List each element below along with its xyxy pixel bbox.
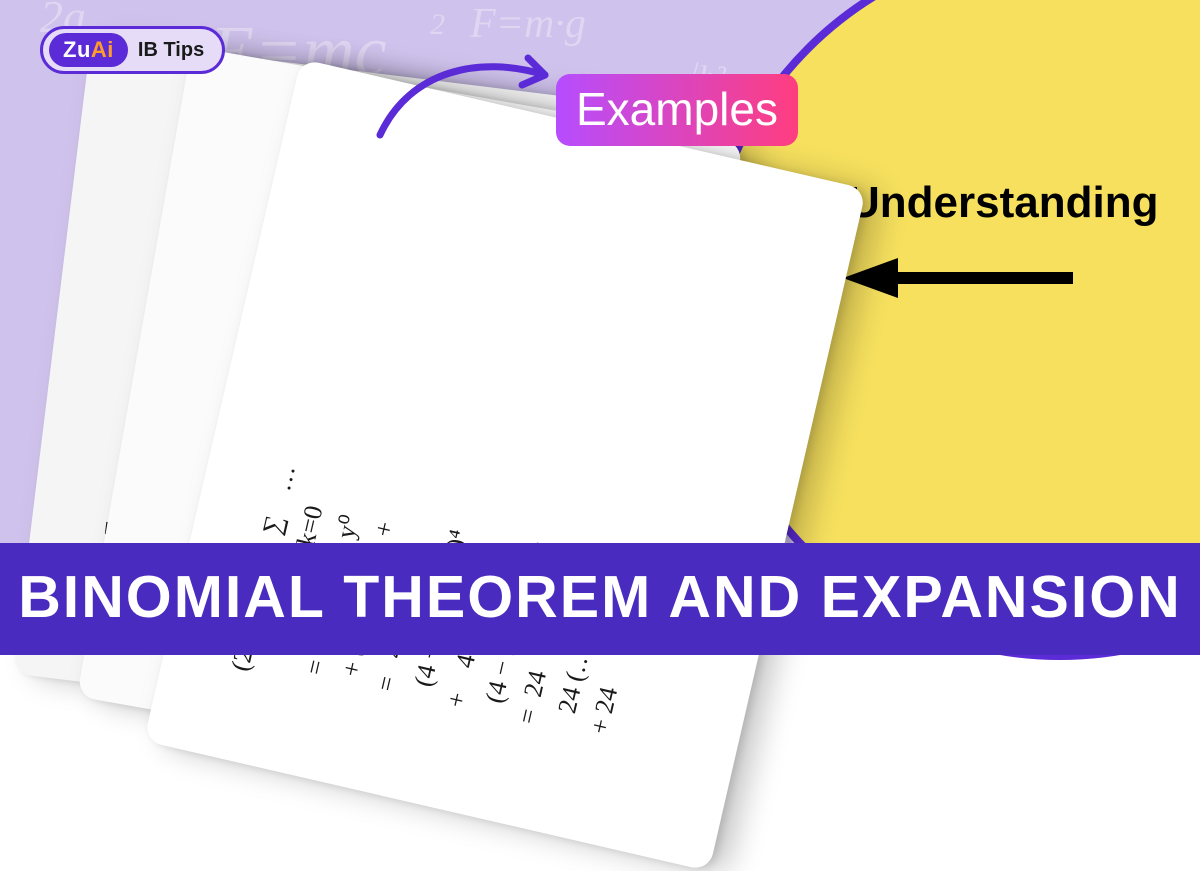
- arrow-left-icon: [838, 238, 1078, 318]
- infographic-canvas: E=mcF=m·g2√a²+√b²x₁−xb² +c2aβh²CB=²⁄₅ABD…: [0, 0, 1200, 655]
- brand-right: Ai: [91, 37, 114, 62]
- curved-arrow-icon: [370, 40, 580, 140]
- brand-badge: ZuAi IB Tips: [40, 26, 225, 74]
- brand-pill: ZuAi: [49, 33, 128, 67]
- examples-pill: Examples: [556, 74, 798, 146]
- chalk-formula: 2: [430, 8, 445, 42]
- brand-left: Zu: [63, 37, 91, 62]
- title-banner: BINOMIAL THEOREM AND EXPANSION: [0, 543, 1200, 655]
- understanding-label: Understanding: [848, 178, 1158, 228]
- brand-label: IB Tips: [138, 39, 204, 62]
